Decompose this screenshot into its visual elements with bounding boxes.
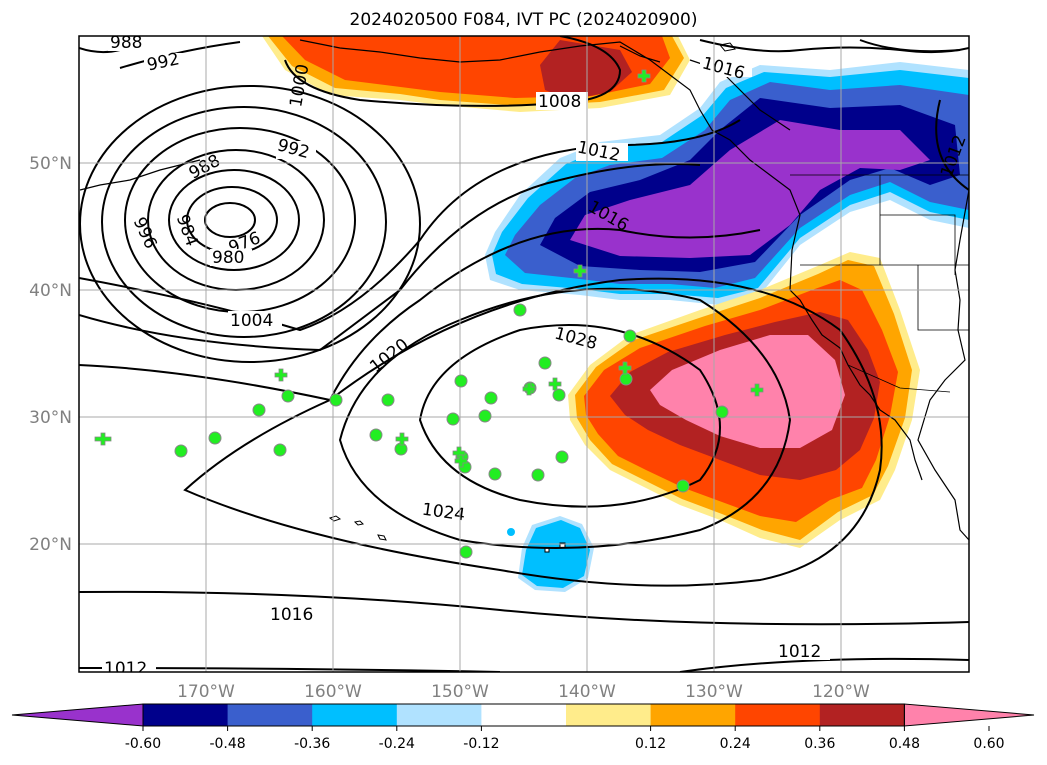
- isobar-label: 1008: [538, 92, 581, 112]
- colorbar-extend-max: [903, 703, 1035, 727]
- colorbar-extend-min: [11, 703, 144, 727]
- marker-circle: [623, 329, 637, 343]
- marker-plus: [452, 446, 466, 460]
- marker-circle: [478, 409, 492, 423]
- marker-plus: [750, 383, 764, 397]
- isobar-label: 1016: [270, 605, 313, 625]
- marker-circle: [369, 428, 383, 442]
- marker-plus: [454, 454, 468, 468]
- lon-label: 160°W: [304, 682, 362, 702]
- marker-plus: [395, 432, 409, 446]
- colorbar-segment: [566, 704, 652, 726]
- isobar-label: 1012: [778, 642, 821, 662]
- marker-plus: [637, 69, 651, 83]
- lon-label: 130°W: [685, 682, 743, 702]
- isobar-label: 1004: [230, 311, 273, 331]
- negative-anomaly-northeast: [485, 62, 969, 305]
- marker-circle: [676, 479, 690, 493]
- lat-label: 30°N: [29, 408, 72, 428]
- marker-plus: [618, 361, 632, 375]
- marker-circle: [454, 374, 468, 388]
- colorbar-tick-label: 0.48: [889, 736, 920, 752]
- lon-label: 140°W: [558, 682, 616, 702]
- marker-circle: [381, 393, 395, 407]
- colorbar-tick-label: 0.24: [720, 736, 751, 752]
- colorbar-segment: [819, 704, 905, 726]
- positive-anomaly-california: [568, 252, 920, 548]
- colorbar-tick-label: -0.60: [125, 736, 161, 752]
- marker-circle: [488, 467, 502, 481]
- colorbar-tick-label: -0.36: [294, 736, 330, 752]
- marker-circle: [555, 450, 569, 464]
- colorbar-segment: [227, 704, 313, 726]
- plus-markers: [94, 69, 764, 468]
- marker-circle: [513, 303, 527, 317]
- lat-label: 20°N: [29, 535, 72, 555]
- isobar-label: 1012: [104, 659, 147, 679]
- longitude-labels: 170°W 160°W 150°W 140°W 130°W 120°W: [177, 682, 870, 702]
- lat-label: 50°N: [29, 154, 72, 174]
- marker-circle: [552, 388, 566, 402]
- circle-markers: [174, 303, 729, 559]
- marker-plus: [522, 382, 536, 396]
- colorbar-tick-label: 0.36: [804, 736, 835, 752]
- lon-label: 120°W: [812, 682, 870, 702]
- marker-plus: [573, 264, 587, 278]
- colorbar-segment: [735, 704, 821, 726]
- marker-circle: [329, 393, 343, 407]
- isobar-label: 988: [110, 33, 142, 53]
- map-area: 988 992 1000 1008 1016 988 992 1012 1012…: [79, 33, 969, 679]
- marker-circle: [715, 405, 729, 419]
- map-title: 2024020500 F084, IVT PC (2024020900): [349, 10, 698, 30]
- colorbar: -0.60 -0.48 -0.36 -0.24 -0.12 0.12 0.24 0.36 0.4…: [11, 703, 1035, 752]
- marker-circle: [252, 403, 266, 417]
- marker-plus: [94, 432, 112, 446]
- colorbar-outline: [142, 703, 905, 727]
- marker-circle: [208, 431, 222, 445]
- latitude-labels: 50°N 40°N 30°N 20°N: [29, 154, 72, 555]
- marker-circle: [174, 444, 188, 458]
- colorbar-segment: [650, 704, 736, 726]
- isobar-label: 980: [212, 248, 244, 268]
- lat-label: 40°N: [29, 281, 72, 301]
- marker-circle: [538, 356, 552, 370]
- map-frame: [78, 35, 970, 673]
- colorbar-segment: [143, 704, 229, 726]
- colorbar-tick-label: 0.12: [635, 736, 666, 752]
- colorbar-segment: [481, 704, 567, 726]
- marker-circle: [619, 372, 633, 386]
- colorbar-tick-label: 0.60: [973, 736, 1004, 752]
- marker-circle: [281, 389, 295, 403]
- colorbar-segment: [312, 704, 398, 726]
- marker-plus: [548, 377, 562, 391]
- marker-circle: [459, 545, 473, 559]
- marker-circle: [531, 468, 545, 482]
- marker-circle: [446, 412, 460, 426]
- marker-plus: [274, 368, 288, 382]
- negative-anomaly-hawaii: [507, 516, 594, 592]
- marker-circle: [273, 443, 287, 457]
- gridlines: [79, 36, 969, 672]
- colorbar-tick-label: -0.24: [379, 736, 415, 752]
- lon-label: 150°W: [431, 682, 489, 702]
- colorbar-tick-label: -0.12: [463, 736, 499, 752]
- colorbar-segment: [396, 704, 482, 726]
- colorbar-tick-label: -0.48: [209, 736, 245, 752]
- lon-label: 170°W: [177, 682, 235, 702]
- marker-circle: [484, 391, 498, 405]
